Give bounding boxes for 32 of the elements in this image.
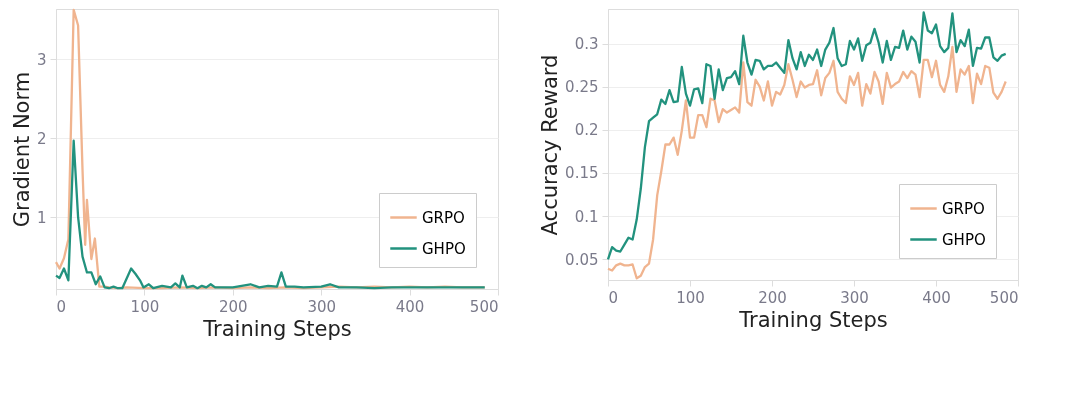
y-tick-label: 0.15: [565, 164, 599, 183]
line-series: [606, 11, 1007, 261]
y-axis-title: Accuracy Reward: [538, 54, 563, 236]
y-tick-label: 0.2: [574, 121, 599, 140]
x-tick-label: 300: [307, 297, 337, 316]
x-tick-label: 400: [395, 297, 425, 316]
x-tick-label: 200: [218, 297, 248, 316]
y-tick-label: 0.25: [565, 78, 599, 97]
y-tick-label: 0.1: [574, 207, 599, 226]
x-axis-title: Training Steps: [202, 316, 352, 341]
x-tick-label: 100: [676, 288, 705, 307]
x-tick-label: 200: [758, 288, 787, 307]
y-tick-label: 3: [36, 50, 47, 69]
y-tick-label: 2: [36, 129, 47, 148]
legend-label: GHPO: [422, 239, 466, 258]
x-tick-label: 500: [469, 297, 499, 316]
line-series: [606, 45, 1007, 280]
x-tick-label: 400: [922, 288, 951, 307]
y-axis-title: Gradient Norm: [9, 71, 34, 228]
x-tick-label: 100: [130, 297, 160, 316]
legend-label: GRPO: [942, 199, 985, 218]
line-series: [54, 139, 486, 290]
y-tick-label: 1: [36, 208, 47, 227]
x-axis-title: Training Steps: [738, 307, 888, 332]
x-tick-label: 0: [56, 297, 67, 316]
legend-label: GRPO: [422, 208, 465, 227]
x-tick-label: 300: [840, 288, 869, 307]
y-tick-label: 0.05: [565, 250, 599, 269]
y-tick-label: 0.3: [574, 35, 599, 54]
x-tick-label: 500: [989, 288, 1019, 307]
legend-label: GHPO: [942, 230, 986, 249]
x-tick-label: 0: [608, 288, 619, 307]
